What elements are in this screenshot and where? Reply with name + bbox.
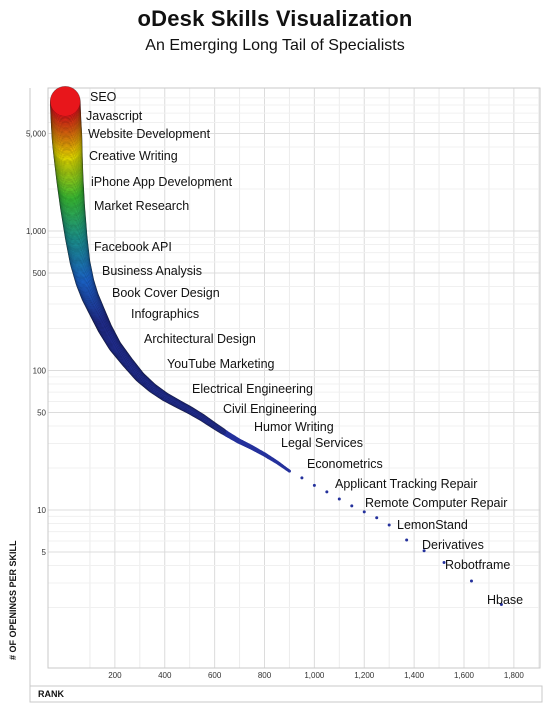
point-label: Humor Writing [254,420,334,434]
axes [29,87,543,703]
data-point [387,523,391,527]
x-tick-label: 1,200 [354,671,375,680]
grid [48,88,540,668]
point-label: Hbase [487,593,523,607]
point-label: LemonStand [397,518,468,532]
y-tick-label: 1,000 [26,227,47,236]
y-tick-label: 500 [33,269,47,278]
data-point [325,490,329,494]
point-label: Infographics [131,307,199,321]
point-label: Econometrics [307,457,383,471]
tick-labels: 200 400 600 800 1,000 1,200 1,400 1,600 1,800 5 10… [26,129,524,680]
point-label: Javascript [86,109,143,123]
x-tick-label: 200 [108,671,122,680]
point-label: Derivatives [422,538,484,552]
point-label: YouTube Marketing [167,357,275,371]
point-label: Architectural Design [144,332,256,346]
point-label: SEO [90,90,117,104]
point-label: Website Development [88,127,211,141]
chart-title: oDesk Skills Visualization [137,6,413,31]
data-point [375,516,379,520]
point-label: Business Analysis [102,264,202,278]
data-point [362,510,366,514]
point-label: Robotframe [445,558,510,572]
data-point [337,497,341,501]
point-label: Remote Computer Repair [365,496,507,510]
x-tick-label: 600 [208,671,222,680]
x-tick-label: 1,000 [304,671,325,680]
point-label: iPhone App Development [91,175,233,189]
plot-frame [47,87,541,669]
data-points [49,86,503,607]
x-axis-title-bar [29,685,543,703]
point-label: Applicant Tracking Repair [335,477,477,491]
point-label: Facebook API [94,240,172,254]
point-labels: SEO Javascript Website Development Creative… [86,90,523,607]
point-label: Creative Writing [89,149,178,163]
data-point [300,476,304,480]
point-label: Civil Engineering [223,402,317,416]
x-tick-label: 1,800 [504,671,525,680]
x-tick-label: 800 [258,671,272,680]
y-tick-label: 100 [33,367,47,376]
data-point [442,561,446,565]
data-point [49,86,81,117]
data-point [350,504,354,508]
data-point [312,483,316,487]
point-label: Book Cover Design [112,286,220,300]
x-tick-label: 1,600 [454,671,475,680]
data-point [422,549,426,553]
y-axis-title: # OF OPENINGS PER SKILL [8,540,18,660]
point-label: Legal Services [281,436,363,450]
y-tick-label: 50 [37,408,46,417]
data-point [469,579,473,583]
data-point [499,603,503,607]
data-point [405,538,409,542]
y-tick-label: 5,000 [26,129,47,138]
y-tick-label: 10 [37,506,46,515]
point-label: Electrical Engineering [192,382,313,396]
x-tick-label: 400 [158,671,172,680]
point-label: Market Research [94,199,189,213]
x-axis-title: RANK [38,689,64,699]
chart-subtitle: An Emerging Long Tail of Specialists [145,37,405,54]
y-tick-label: 5 [42,548,47,557]
x-tick-label: 1,400 [404,671,425,680]
